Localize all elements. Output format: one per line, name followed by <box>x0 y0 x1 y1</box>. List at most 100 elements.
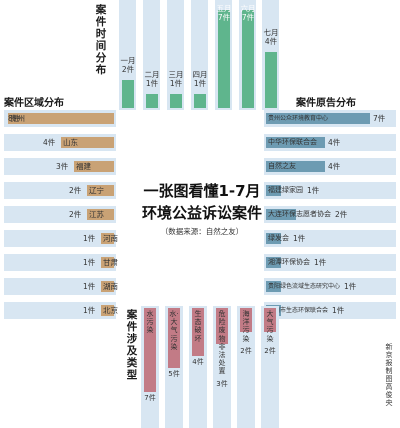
type-name: 大气污染 <box>266 310 274 343</box>
region-bar <box>101 305 114 316</box>
region-count: 1件 <box>83 234 96 243</box>
type-count: 2件 <box>264 346 276 355</box>
type-section-title: 案件涉及类型 <box>126 309 139 381</box>
time-month: 三月 <box>168 70 184 79</box>
plaintiff-name: 贵阳绿色流域生态研究中心 <box>268 283 341 290</box>
region-bar <box>87 209 114 220</box>
type-count: 7件 <box>144 394 156 402</box>
type-count: 3件 <box>216 379 228 388</box>
plaintiff-row <box>264 278 396 295</box>
plaintiff-name: 中华环保联合会 <box>268 138 317 146</box>
type-bar <box>216 308 228 344</box>
region-bar <box>8 113 114 124</box>
region-row <box>4 302 116 319</box>
time-bar <box>145 94 158 108</box>
region-section-title: 案件区域分布 <box>4 98 64 109</box>
headline-line2: 环境公益诉讼案件 <box>141 204 262 222</box>
region-name: 江苏 <box>89 210 104 219</box>
plaintiff-count: 1件 <box>332 306 345 315</box>
time-label: 二月 1件 <box>139 70 165 88</box>
headline-line1: 一张图看懂1-7月 <box>143 182 261 200</box>
time-bar <box>264 52 277 108</box>
region-count: 2件 <box>69 186 82 195</box>
type-name: 海洋污染 <box>242 310 250 343</box>
type-count: 4件 <box>192 358 204 366</box>
time-section-title: 案件时间分布 <box>95 4 108 76</box>
time-label: 六月 7件 <box>235 4 261 22</box>
region-count: 3件 <box>56 162 69 171</box>
plaintiff-name: 自然之友 <box>268 162 296 170</box>
type-bar <box>240 308 252 332</box>
time-label: 一月 2件 <box>115 56 141 74</box>
type-name: 生态破坏 <box>194 310 202 343</box>
plaintiff-bar <box>266 137 325 148</box>
region-name: 甘肃 <box>103 258 118 267</box>
plaintiff-count: 1件 <box>293 234 306 243</box>
type-bar <box>264 308 276 332</box>
time-column <box>143 0 160 110</box>
time-column <box>167 0 184 110</box>
plaintiff-row <box>264 254 396 271</box>
plaintiff-count: 7件 <box>373 114 386 123</box>
time-count: 1件 <box>145 79 159 88</box>
plaintiff-row <box>264 230 396 247</box>
time-month: 一月 <box>120 56 136 65</box>
time-label: 五月 7件 <box>211 4 237 22</box>
type-column <box>261 306 279 428</box>
type-count: 5件 <box>168 370 180 378</box>
plaintiff-name: 清镇市生态环保联合会 <box>268 307 329 314</box>
region-bar <box>74 161 114 172</box>
region-bar <box>101 281 114 292</box>
time-count: 7件 <box>241 13 255 22</box>
plaintiff-name: 湘潭环保协会 <box>268 258 310 266</box>
plaintiff-bar <box>266 257 281 268</box>
time-label: 四月 1件 <box>187 70 213 88</box>
region-name: 辽宁 <box>89 186 104 195</box>
plaintiff-name: 绿发会 <box>268 234 289 242</box>
plaintiff-count: 4件 <box>328 138 341 147</box>
region-row <box>4 278 116 295</box>
time-month: 五月 <box>216 4 232 13</box>
plaintiff-bar <box>266 209 296 220</box>
time-count: 7件 <box>217 13 231 22</box>
time-bar <box>121 80 134 108</box>
region-bar <box>101 257 114 268</box>
time-section-title-text: 案件时间分布 <box>95 4 107 76</box>
type-bar <box>192 308 204 356</box>
type-bar <box>168 308 180 368</box>
credit: 新京报制图高俊央 <box>384 343 394 407</box>
time-month: 四月 <box>192 70 208 79</box>
plaintiff-count: 2件 <box>335 210 348 219</box>
time-count: 2件 <box>121 65 135 74</box>
region-name: 贵州 <box>10 114 25 123</box>
region-name: 河南 <box>103 234 118 243</box>
plaintiff-row <box>264 182 396 199</box>
plaintiff-name: 福建绿家园 <box>268 186 303 194</box>
credit-text: 新京报制图高俊央 <box>385 343 393 407</box>
region-count: 8件 <box>8 114 21 123</box>
time-month: 七月 <box>263 28 279 37</box>
plaintiff-bar <box>266 113 370 124</box>
time-count: 1件 <box>193 79 207 88</box>
time-month: 六月 <box>240 4 256 13</box>
region-name: 湖南 <box>103 282 118 291</box>
time-month: 二月 <box>144 70 160 79</box>
time-bar <box>241 10 254 108</box>
plaintiff-count: 1件 <box>344 282 357 291</box>
plaintiff-name: 贵州公众环境教育中心 <box>268 115 329 122</box>
time-bar <box>217 10 230 108</box>
plaintiff-bar <box>266 233 281 244</box>
plaintiff-row <box>264 302 396 319</box>
type-column <box>237 306 255 428</box>
time-label: 七月 4件 <box>258 28 284 46</box>
region-name: 山东 <box>63 138 78 147</box>
region-count: 1件 <box>83 258 96 267</box>
region-count: 4件 <box>43 138 56 147</box>
time-bar <box>193 94 206 108</box>
region-bar <box>61 137 114 148</box>
time-bar <box>169 94 182 108</box>
plaintiff-count: 4件 <box>328 162 341 171</box>
region-count: 1件 <box>83 282 96 291</box>
time-column <box>191 0 208 110</box>
